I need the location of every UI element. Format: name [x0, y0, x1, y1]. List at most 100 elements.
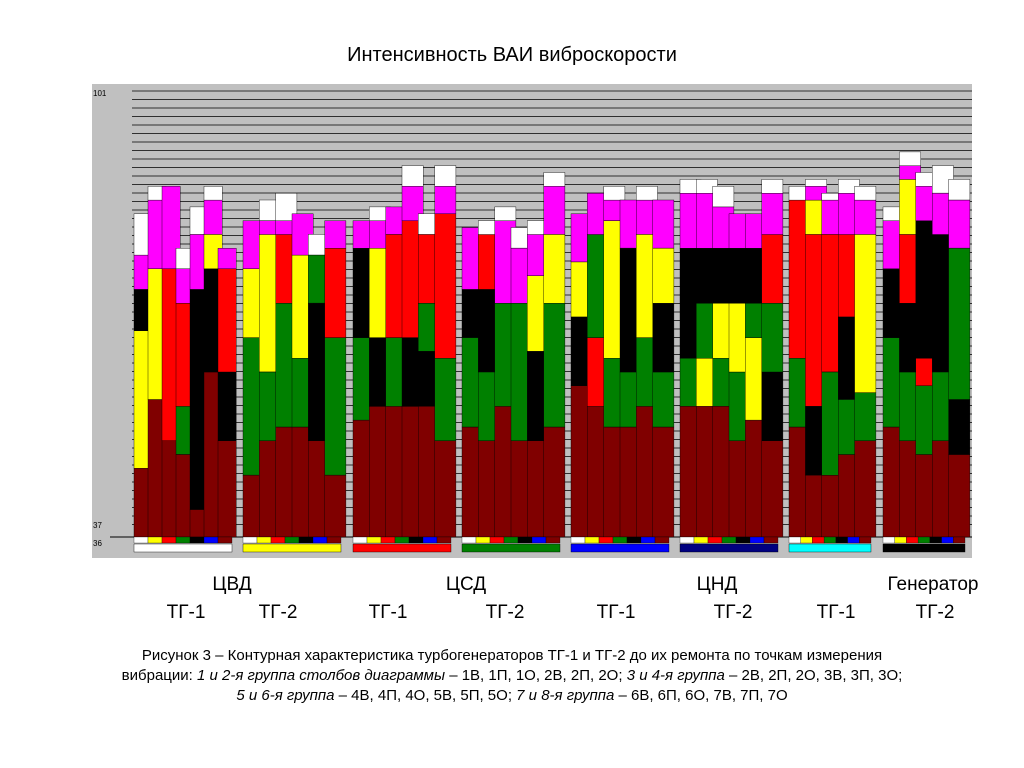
figure-caption: Рисунок 3 – Контурная характеристика тур… — [60, 646, 964, 706]
bar — [161, 186, 181, 538]
marker-cell — [906, 536, 919, 544]
group-strip-7 — [788, 536, 872, 553]
chart-title: Интенсивность ВАИ виброскорости — [347, 44, 677, 66]
y-tick-label-36: 36 — [93, 539, 102, 548]
marker-cell — [242, 536, 258, 544]
unit-label-3: ТГ-1 — [368, 602, 408, 623]
bar-segment — [324, 220, 347, 249]
bar-segment — [275, 192, 298, 221]
bar — [652, 199, 675, 538]
marker-cell — [693, 536, 709, 544]
caption-g56-label: 5 и 6-я группа — [236, 687, 335, 704]
bar-group-4 — [461, 172, 566, 538]
bar-segment — [948, 399, 971, 455]
contour-chart: 101 37 36 — [92, 84, 972, 558]
marker-cell — [800, 536, 813, 544]
bar-segment — [761, 234, 784, 304]
caption-line-2: вибрации: 1 и 2-я группа столбов диаграм… — [60, 666, 964, 686]
bar-segment — [854, 199, 877, 235]
marker-cell — [256, 536, 272, 544]
bar-segment — [652, 247, 675, 304]
marker-cell — [917, 536, 930, 544]
unit-label-1: ТГ-1 — [166, 602, 206, 623]
bar — [821, 192, 844, 538]
marker-cell — [147, 536, 163, 544]
bar — [308, 234, 330, 538]
marker-cell — [570, 536, 586, 544]
bar — [603, 186, 626, 538]
bar — [712, 186, 735, 538]
bar-segment — [494, 206, 517, 221]
marker-cell — [654, 536, 670, 544]
bar — [510, 227, 533, 538]
group-strip-5 — [570, 536, 670, 553]
bar — [543, 172, 566, 538]
bar-segment — [712, 186, 735, 208]
bar — [679, 179, 702, 538]
bar-segment — [636, 186, 658, 201]
bar — [788, 186, 811, 538]
group-color-strip — [352, 543, 452, 553]
group-strip-8 — [882, 536, 966, 553]
marker-cell — [882, 536, 895, 544]
marker-cell — [133, 536, 149, 544]
bar-segment — [324, 474, 347, 538]
bar-segment — [603, 186, 626, 201]
bar-group-5 — [570, 186, 675, 538]
bar — [899, 151, 921, 538]
marker-cell — [203, 536, 219, 544]
marker-cell — [475, 536, 491, 544]
group-color-strip — [133, 543, 233, 553]
unit-label-4: ТГ-2 — [485, 602, 525, 623]
bar-group-3 — [352, 165, 457, 538]
bar — [217, 247, 237, 538]
group-color-strip — [570, 543, 670, 553]
group-color-strip — [788, 543, 872, 553]
bar-segment — [652, 371, 675, 428]
bar — [696, 179, 718, 538]
marker-cell — [531, 536, 547, 544]
marker-cell — [422, 536, 438, 544]
group-strip-4 — [461, 536, 561, 553]
bar — [175, 247, 195, 538]
marker-cell — [859, 536, 872, 544]
bar-segment — [854, 186, 877, 201]
caption-g34-label: 3 и 4-я группа — [626, 667, 725, 684]
caption-g12-items: – 1В, 1П, 1О, 2В, 2П, 2О; — [449, 667, 623, 684]
marker-cell — [679, 536, 695, 544]
bar-segment — [434, 440, 457, 538]
group-color-strip — [882, 543, 966, 553]
marker-cell — [175, 536, 191, 544]
bar-segment — [652, 303, 675, 373]
section-label-csd: ЦСД — [445, 574, 487, 595]
caption-g78-label: 7 и 8-я группа — [516, 687, 615, 704]
unit-label-7: ТГ-1 — [816, 602, 856, 623]
bar-groups — [133, 151, 971, 538]
bar — [882, 206, 905, 538]
unit-label-8: ТГ-2 — [915, 602, 955, 623]
marker-cell — [217, 536, 233, 544]
bar-segment — [948, 247, 971, 400]
unit-label-5: ТГ-1 — [596, 602, 636, 623]
group-strips — [133, 536, 966, 553]
bar-segment — [543, 234, 566, 304]
bar — [418, 213, 440, 538]
unit-label-2: ТГ-2 — [258, 602, 298, 623]
bar — [434, 165, 457, 538]
marker-cell — [763, 536, 779, 544]
marker-cell — [584, 536, 600, 544]
marker-cell — [929, 536, 942, 544]
bar-segment — [161, 186, 181, 270]
marker-cell — [823, 536, 836, 544]
marker-cell — [894, 536, 907, 544]
y-tick-label-top: 101 — [93, 89, 107, 98]
marker-cell — [640, 536, 656, 544]
group-strip-6 — [679, 536, 779, 553]
bar-segment — [805, 179, 827, 187]
marker-cell — [847, 536, 860, 544]
marker-cell — [408, 536, 424, 544]
y-tick-label-37: 37 — [93, 521, 102, 530]
caption-g78-items: – 6В, 6П, 6О, 7В, 7П, 7О — [618, 687, 788, 704]
bar-segment — [854, 440, 877, 538]
bar — [527, 220, 549, 538]
